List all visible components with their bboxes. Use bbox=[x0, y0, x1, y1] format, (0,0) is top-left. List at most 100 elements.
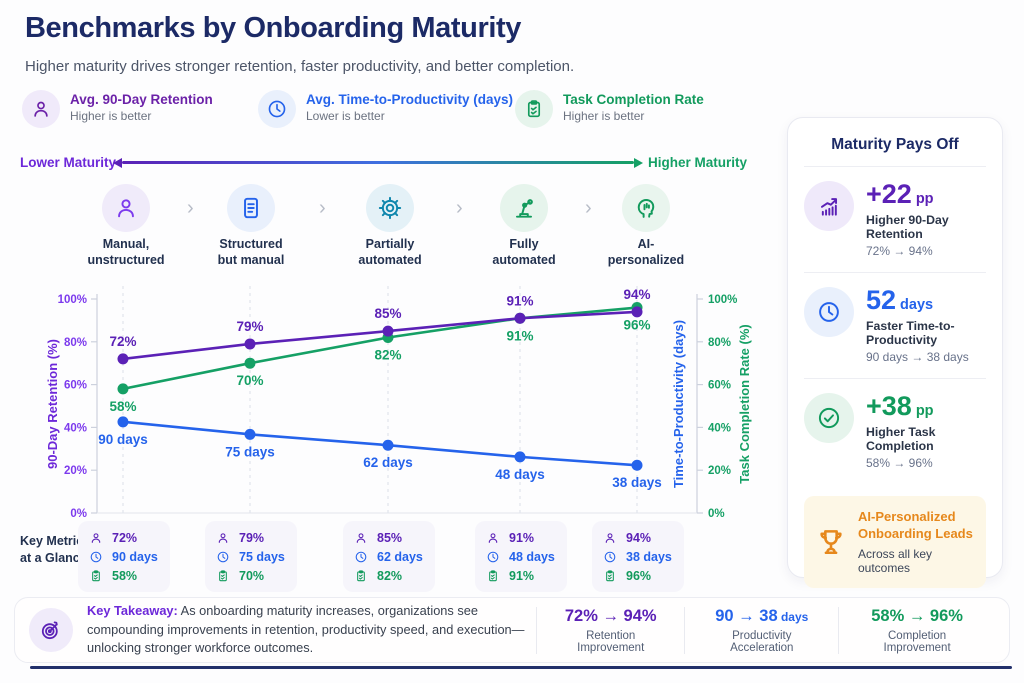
target-icon bbox=[29, 608, 73, 652]
chevron-right-icon: › bbox=[456, 197, 463, 219]
data-label: 91% bbox=[506, 328, 533, 343]
person-icon bbox=[22, 90, 60, 128]
stat-unit: pp bbox=[915, 191, 934, 207]
legend-metric-name: Task Completion Rate bbox=[563, 92, 704, 107]
chevron-right-icon: › bbox=[585, 197, 592, 219]
data-point bbox=[382, 325, 394, 337]
clipboard-check-icon bbox=[515, 90, 553, 128]
right-axis-tick: 80% bbox=[708, 337, 731, 349]
sidebar-title: Maturity Pays Off bbox=[831, 136, 959, 153]
trend-up-icon bbox=[804, 181, 854, 231]
data-point bbox=[244, 357, 256, 369]
person-icon bbox=[354, 531, 368, 545]
takeaway-stat-value: 72% → 94% bbox=[564, 606, 657, 625]
right-axis-tick: 20% bbox=[708, 465, 731, 477]
takeaway-stat: 58% → 96% Completion Improvement bbox=[838, 606, 995, 654]
data-label: 82% bbox=[374, 348, 401, 363]
legend-metric-name: Avg. Time-to-Productivity (days) bbox=[306, 92, 514, 107]
legend-metric-name: Avg. 90-Day Retention bbox=[70, 92, 213, 107]
bottom-accent-rule bbox=[30, 666, 1012, 669]
stat-range: 90 days → 38 days bbox=[866, 350, 969, 364]
page-subtitle: Higher maturity drives stronger retentio… bbox=[25, 58, 575, 75]
sidebar-stat: 52 days Faster Time-to-Productivity 90 da… bbox=[804, 272, 986, 378]
data-label: 90 days bbox=[98, 432, 148, 447]
data-label: 70% bbox=[236, 373, 263, 388]
page-title: Benchmarks by Onboarding Maturity bbox=[25, 12, 521, 44]
right-axis-tick: 40% bbox=[708, 422, 731, 434]
lower-maturity-label: Lower Maturity bbox=[20, 155, 117, 170]
data-point bbox=[117, 416, 129, 428]
retention-value: 94% bbox=[626, 530, 652, 545]
person-icon bbox=[486, 531, 500, 545]
metric-card: 72% 90 days 58% bbox=[78, 521, 170, 592]
left-axis-tick: 60% bbox=[64, 380, 87, 392]
legend-item: Avg. Time-to-Productivity (days) Lower i… bbox=[258, 90, 513, 128]
clipboard-check-icon bbox=[603, 569, 617, 583]
clock-icon bbox=[89, 550, 103, 564]
stat-value: 52 bbox=[866, 285, 897, 315]
takeaway-stat: 72% → 94% Retention Improvement bbox=[536, 606, 684, 654]
person-icon bbox=[216, 531, 230, 545]
right-axis-title-days: Time-to-Productivity (days) bbox=[671, 320, 686, 488]
stat-label: Higher 90-Day Retention bbox=[866, 213, 949, 241]
takeaway-stat-label: Productivity Acceleration bbox=[730, 629, 794, 654]
stat-value: +38 bbox=[866, 391, 912, 421]
metric-card: 85% 62 days 82% bbox=[343, 521, 435, 592]
document-icon bbox=[227, 184, 275, 232]
stat-value: +22 bbox=[866, 179, 912, 209]
data-point bbox=[382, 439, 394, 451]
data-label: 48 days bbox=[495, 467, 545, 482]
left-axis-tick: 0% bbox=[70, 508, 87, 520]
stat-label: Higher Task Completion bbox=[866, 425, 936, 453]
clipboard-check-icon bbox=[486, 569, 500, 583]
chevron-right-icon: › bbox=[187, 197, 194, 219]
check-circle-icon bbox=[804, 393, 854, 443]
clock-icon bbox=[603, 550, 617, 564]
clipboard-check-icon bbox=[354, 569, 368, 583]
data-label: 96% bbox=[623, 318, 650, 333]
time-value: 62 days bbox=[377, 549, 423, 564]
retention-value: 72% bbox=[112, 530, 138, 545]
clipboard-check-icon bbox=[89, 569, 103, 583]
legend-item: Avg. 90-Day Retention Higher is better bbox=[22, 90, 213, 128]
stat-unit: days bbox=[900, 297, 934, 313]
completion-value: 96% bbox=[626, 568, 652, 583]
takeaway-stat-value: 58% → 96% bbox=[871, 606, 963, 625]
stat-range: 72% → 94% bbox=[866, 244, 933, 258]
stat-unit: pp bbox=[915, 403, 934, 419]
data-point bbox=[514, 451, 526, 463]
data-point bbox=[117, 383, 129, 395]
clock-icon bbox=[354, 550, 368, 564]
data-point bbox=[514, 312, 526, 324]
takeaway-stats: 72% → 94% Retention Improvement 90 → 38 d… bbox=[536, 606, 995, 654]
key-takeaway-heading: Key Takeaway: bbox=[87, 603, 178, 619]
stage-label: AI- personalized bbox=[607, 237, 685, 267]
highlight-title: AI-Personalized Onboarding Leads bbox=[858, 509, 973, 541]
retention-value: 85% bbox=[377, 530, 403, 545]
stat-label: Faster Time-to-Productivity bbox=[866, 319, 955, 347]
data-point bbox=[244, 338, 256, 350]
stat-range: 58% → 96% bbox=[866, 456, 933, 470]
clock-icon bbox=[258, 90, 296, 128]
time-value: 48 days bbox=[509, 549, 555, 564]
data-label: 94% bbox=[623, 287, 650, 302]
key-takeaway-body: As onboarding maturity increases, organi… bbox=[87, 603, 525, 656]
takeaway-stat-label: Retention Improvement bbox=[577, 629, 645, 654]
data-label: 38 days bbox=[612, 475, 662, 490]
sidebar-stat: +22 pp Higher 90-Day Retention 72% → 94% bbox=[804, 166, 986, 272]
left-axis-tick: 40% bbox=[64, 422, 87, 434]
legend-direction-note: Lower is better bbox=[306, 109, 385, 123]
retention-value: 91% bbox=[509, 530, 535, 545]
trophy-icon bbox=[814, 525, 848, 559]
highlight-note: Across all key outcomes bbox=[858, 546, 933, 575]
metric-card: 94% 38 days 96% bbox=[592, 521, 684, 592]
clock-icon bbox=[486, 550, 500, 564]
gear-icon bbox=[366, 184, 414, 232]
data-label: 58% bbox=[109, 399, 136, 414]
ai-personalized-highlight: AI-Personalized Onboarding Leads Across … bbox=[804, 496, 986, 588]
stage-label: Structured but manual bbox=[217, 237, 285, 267]
right-axis-tick: 100% bbox=[708, 294, 737, 306]
stage-label: Manual, unstructured bbox=[87, 237, 165, 267]
completion-value: 58% bbox=[112, 568, 138, 583]
